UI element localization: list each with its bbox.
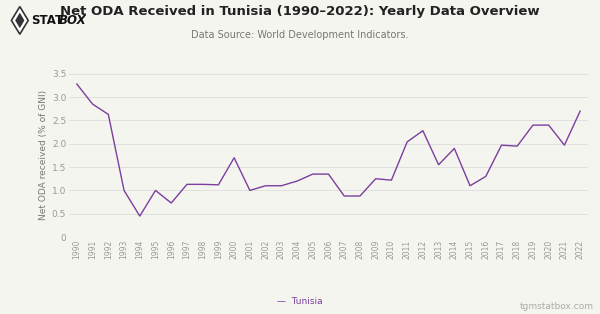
Polygon shape [11, 7, 28, 34]
Text: tgmstatbox.com: tgmstatbox.com [520, 302, 594, 311]
Text: —  Tunisia: — Tunisia [277, 297, 323, 306]
Text: Data Source: World Development Indicators.: Data Source: World Development Indicator… [191, 30, 409, 40]
Text: Net ODA Received in Tunisia (1990–2022): Yearly Data Overview: Net ODA Received in Tunisia (1990–2022):… [60, 5, 540, 18]
Polygon shape [15, 13, 25, 28]
Text: STAT: STAT [31, 14, 63, 27]
Text: BOX: BOX [58, 14, 86, 27]
Y-axis label: Net ODA received (% of GNI): Net ODA received (% of GNI) [38, 90, 47, 220]
